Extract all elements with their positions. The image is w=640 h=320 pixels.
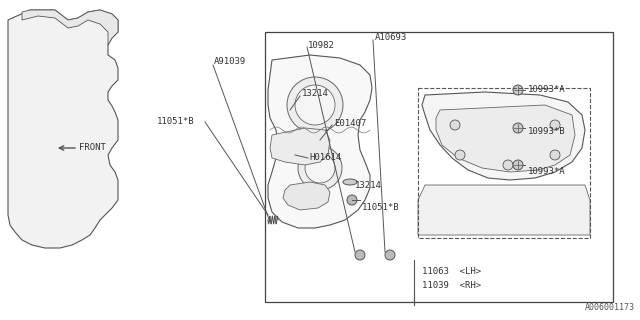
Circle shape xyxy=(513,85,523,95)
Text: 11063  <LH>: 11063 <LH> xyxy=(422,268,481,276)
Circle shape xyxy=(305,153,335,183)
Polygon shape xyxy=(22,10,118,45)
Text: 10993*B: 10993*B xyxy=(528,126,566,135)
Text: FRONT: FRONT xyxy=(79,142,106,151)
Circle shape xyxy=(550,120,560,130)
Circle shape xyxy=(385,250,395,260)
Polygon shape xyxy=(268,55,372,228)
Text: A91039: A91039 xyxy=(214,58,246,67)
Circle shape xyxy=(513,160,523,170)
Polygon shape xyxy=(422,92,585,180)
Text: H01614: H01614 xyxy=(309,154,341,163)
Ellipse shape xyxy=(343,179,357,185)
Circle shape xyxy=(287,77,343,133)
Circle shape xyxy=(513,123,523,133)
Text: 11039  <RH>: 11039 <RH> xyxy=(422,281,481,290)
Text: 11051*B: 11051*B xyxy=(157,117,195,126)
Circle shape xyxy=(450,120,460,130)
Circle shape xyxy=(347,195,357,205)
Circle shape xyxy=(455,150,465,160)
Circle shape xyxy=(550,150,560,160)
Text: 11051*B: 11051*B xyxy=(362,204,399,212)
Bar xyxy=(265,32,613,302)
Circle shape xyxy=(355,250,365,260)
Circle shape xyxy=(503,160,513,170)
Polygon shape xyxy=(283,182,330,210)
Circle shape xyxy=(298,146,342,190)
Text: 13214: 13214 xyxy=(355,180,382,189)
Polygon shape xyxy=(418,185,590,235)
Text: 10993*A: 10993*A xyxy=(528,85,566,94)
Text: 10982: 10982 xyxy=(308,42,335,51)
Polygon shape xyxy=(270,128,330,165)
Polygon shape xyxy=(436,105,575,172)
Text: A006001173: A006001173 xyxy=(585,303,635,312)
Text: 13214: 13214 xyxy=(302,90,329,99)
Polygon shape xyxy=(8,10,118,248)
Text: 10993*A: 10993*A xyxy=(528,167,566,177)
Circle shape xyxy=(295,85,335,125)
Text: A10693: A10693 xyxy=(375,34,407,43)
Text: E01407: E01407 xyxy=(334,118,366,127)
